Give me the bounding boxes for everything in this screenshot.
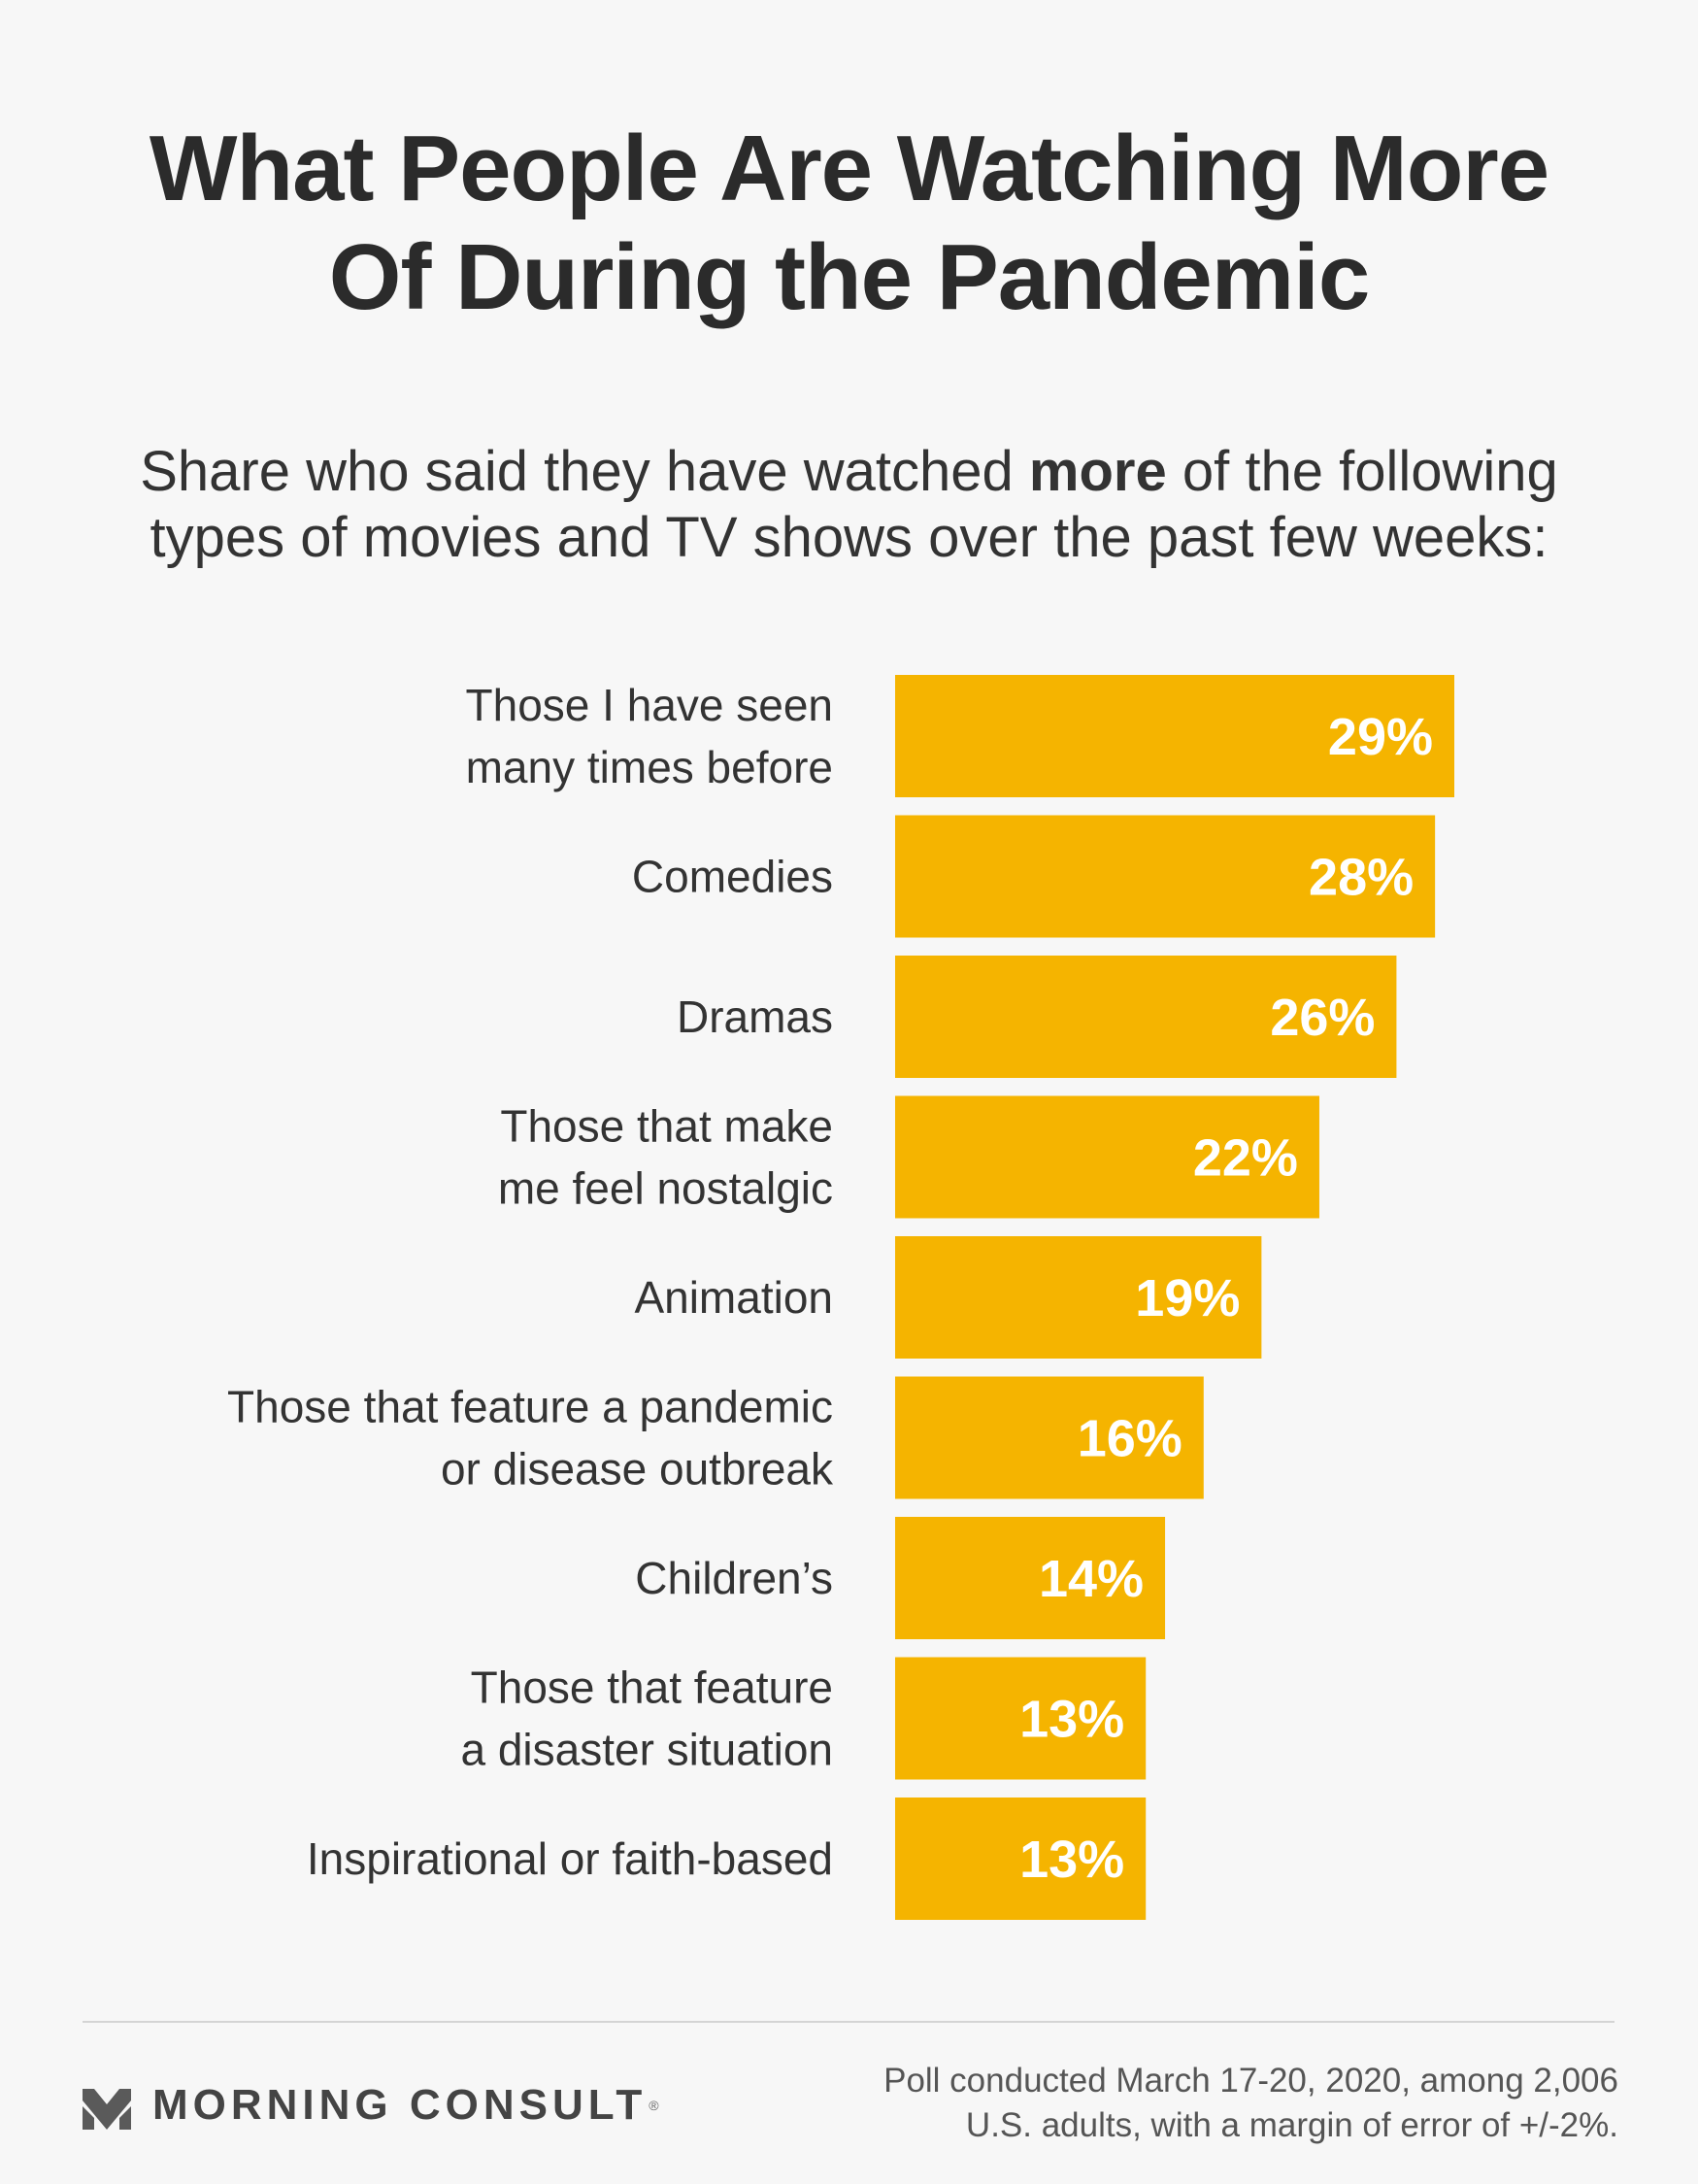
category-label: Dramas bbox=[677, 991, 833, 1042]
brand-logo: MORNING CONSULT ® bbox=[83, 2076, 659, 2134]
category-label: many times before bbox=[466, 742, 833, 792]
brand-name: MORNING CONSULT bbox=[152, 2081, 648, 2129]
category-label: Inspirational or faith-based bbox=[307, 1833, 833, 1884]
methodology-note: Poll conducted March 17-20, 2020, among … bbox=[822, 2059, 1618, 2148]
category-label: Those that feature a pandemic bbox=[227, 1382, 833, 1432]
subtitle-emphasis: more bbox=[1028, 440, 1167, 503]
bar bbox=[895, 1236, 1262, 1359]
methodology-note-line-1: Poll conducted March 17-20, 2020, among … bbox=[883, 2062, 1618, 2100]
bar-value-label: 14% bbox=[1039, 1550, 1144, 1608]
subtitle-text: of the following bbox=[1166, 440, 1558, 503]
bar-value-label: 29% bbox=[1328, 708, 1433, 766]
chart-title: What People Are Watching More Of During … bbox=[0, 115, 1698, 332]
chart-subtitle-line-1: Share who said they have watched more of… bbox=[0, 439, 1698, 505]
category-label: Children’s bbox=[635, 1553, 833, 1603]
category-label: Those that feature bbox=[471, 1663, 833, 1713]
category-label: me feel nostalgic bbox=[498, 1163, 833, 1214]
bar bbox=[895, 1095, 1319, 1219]
bar-value-label: 28% bbox=[1309, 849, 1414, 907]
category-label: Those that make bbox=[500, 1101, 833, 1152]
bar bbox=[895, 675, 1454, 797]
chart-title-line-2: Of During the Pandemic bbox=[328, 225, 1370, 329]
registered-mark: ® bbox=[649, 2098, 659, 2113]
chart-subtitle-line-2: types of movies and TV shows over the pa… bbox=[150, 506, 1548, 569]
category-label: Animation bbox=[634, 1272, 833, 1323]
footer-divider bbox=[83, 2021, 1615, 2023]
bar bbox=[895, 815, 1436, 938]
bar bbox=[895, 1517, 1166, 1639]
bar bbox=[895, 1376, 1204, 1499]
bar-value-label: 22% bbox=[1193, 1129, 1298, 1188]
bar-value-label: 19% bbox=[1135, 1269, 1240, 1327]
bar-value-label: 26% bbox=[1270, 989, 1375, 1047]
chart-subtitle: Share who said they have watched more of… bbox=[0, 439, 1698, 571]
methodology-note-line-2: U.S. adults, with a margin of error of +… bbox=[965, 2106, 1618, 2144]
bar-value-label: 16% bbox=[1078, 1410, 1182, 1468]
bar bbox=[895, 1657, 1147, 1780]
bar bbox=[895, 956, 1397, 1078]
bar-value-label: 13% bbox=[1019, 1691, 1124, 1749]
category-label: Comedies bbox=[632, 852, 833, 902]
bar-chart: 29% Those I have seen many times before 28%… bbox=[227, 675, 1454, 1920]
subtitle-text: Share who said they have watched bbox=[140, 440, 1029, 503]
chart-title-line-1: What People Are Watching More bbox=[149, 117, 1549, 220]
bar-value-label: 13% bbox=[1019, 1831, 1124, 1889]
category-label: Those I have seen bbox=[466, 680, 833, 730]
category-label: a disaster situation bbox=[460, 1725, 833, 1775]
bar bbox=[895, 1798, 1147, 1920]
category-label: or disease outbreak bbox=[441, 1444, 834, 1495]
morning-consult-m-icon bbox=[83, 2089, 131, 2130]
